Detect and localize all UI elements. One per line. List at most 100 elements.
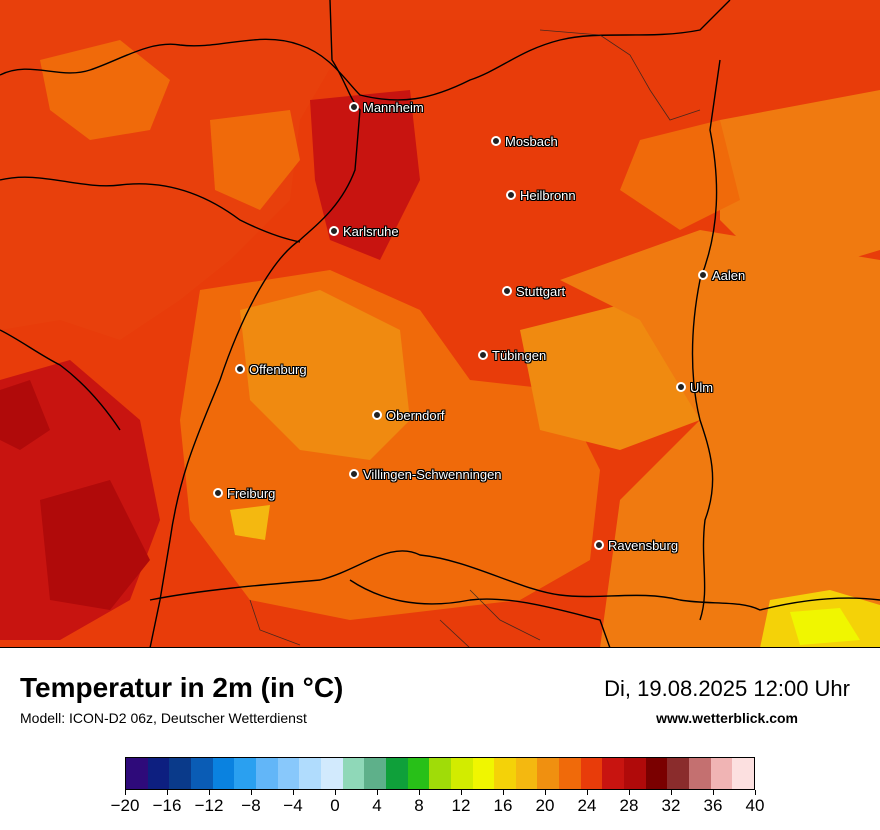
legend-tick-label: −8 xyxy=(241,796,261,815)
legend-color-7 xyxy=(277,758,300,789)
legend-tick-label: −4 xyxy=(283,796,303,815)
legend-tick-label: 4 xyxy=(372,796,382,815)
legend-tick xyxy=(418,790,420,795)
city-villingen-schwenningen: Villingen-Schwenningen xyxy=(349,465,502,483)
legend-tick-label: 36 xyxy=(703,796,723,815)
legend-tick-label: 24 xyxy=(577,796,597,815)
legend-tick-label: 8 xyxy=(414,796,424,815)
legend-color-27 xyxy=(710,758,733,789)
city-marker xyxy=(594,540,604,550)
legend-tick xyxy=(166,790,168,795)
legend-color-4 xyxy=(212,758,235,789)
legend-color-10 xyxy=(342,758,365,789)
legend-color-13 xyxy=(407,758,430,789)
legend-color-3 xyxy=(190,758,213,789)
legend-tick-label: −16 xyxy=(152,796,182,815)
city-tuebingen: Tübingen xyxy=(478,346,547,364)
legend-tick xyxy=(586,790,588,795)
legend-color-20 xyxy=(559,758,581,789)
city-label: Ulm xyxy=(690,379,714,395)
legend-color-1 xyxy=(147,758,170,789)
legend-color-25 xyxy=(667,758,690,789)
legend-tick xyxy=(250,790,252,795)
city-label: Oberndorf xyxy=(386,407,445,423)
legend-color-17 xyxy=(494,758,516,789)
legend-tick xyxy=(670,790,672,795)
city-label: Aalen xyxy=(712,267,746,283)
legend-color-6 xyxy=(255,758,278,789)
temperature-field xyxy=(0,0,880,647)
legend-tick xyxy=(712,790,714,795)
legend-tick-label: 12 xyxy=(451,796,471,815)
legend-color-22 xyxy=(602,758,625,789)
city-label: Tübingen xyxy=(492,347,547,363)
city-ravensburg: Ravensburg xyxy=(594,536,679,554)
forecast-datetime: Di, 19.08.2025 12:00 Uhr xyxy=(604,676,850,701)
city-marker xyxy=(349,469,359,479)
legend-color-11 xyxy=(364,758,386,789)
legend-color-19 xyxy=(537,758,560,789)
city-label: Mosbach xyxy=(505,133,558,149)
legend-tick-label: 0 xyxy=(330,796,340,815)
website-link[interactable]: www.wetterblick.com xyxy=(656,710,798,726)
legend-color-15 xyxy=(450,758,473,789)
city-offenburg: Offenburg xyxy=(235,360,307,378)
city-mosbach: Mosbach xyxy=(491,132,558,150)
legend-color-2 xyxy=(169,758,191,789)
city-freiburg: Freiburg xyxy=(213,484,276,502)
city-oberndorf: Oberndorf xyxy=(372,406,445,424)
legend-tick xyxy=(628,790,630,795)
city-marker xyxy=(502,286,512,296)
city-ulm: Ulm xyxy=(676,378,714,396)
legend-tick-label: 16 xyxy=(493,796,513,815)
legend-color-5 xyxy=(234,758,256,789)
city-label: Mannheim xyxy=(363,99,424,115)
city-aalen: Aalen xyxy=(698,266,746,284)
city-label: Heilbronn xyxy=(520,187,576,203)
city-label: Villingen-Schwenningen xyxy=(363,466,502,482)
city-heilbronn: Heilbronn xyxy=(506,186,576,204)
legend-tick xyxy=(292,790,294,795)
legend-tick-label: −12 xyxy=(194,796,224,815)
legend-color-18 xyxy=(515,758,538,789)
city-marker xyxy=(491,136,501,146)
legend-tick xyxy=(376,790,378,795)
legend-tick xyxy=(502,790,504,795)
city-marker xyxy=(676,382,686,392)
city-mannheim: Mannheim xyxy=(349,98,424,116)
legend-tick-label: 28 xyxy=(619,796,639,815)
legend-tick xyxy=(208,790,210,795)
city-label: Ravensburg xyxy=(608,537,679,553)
legend-color-16 xyxy=(472,758,495,789)
city-marker xyxy=(349,102,359,112)
legend-tick xyxy=(544,790,546,795)
model-source: Modell: ICON-D2 06z, Deutscher Wetterdie… xyxy=(20,710,307,726)
legend-color-12 xyxy=(385,758,408,789)
legend-tick xyxy=(460,790,462,795)
city-marker xyxy=(698,270,708,280)
legend-color-24 xyxy=(645,758,668,789)
legend-color-21 xyxy=(580,758,603,789)
legend-color-26 xyxy=(689,758,711,789)
city-marker xyxy=(213,488,223,498)
city-label: Stuttgart xyxy=(516,283,566,299)
legend-color-28 xyxy=(732,758,755,789)
temperature-map: Mannheim Mosbach Heilbronn Karlsruhe Aal… xyxy=(0,0,880,648)
legend-tick xyxy=(334,790,336,795)
map-title: Temperatur in 2m (in °C) xyxy=(20,672,344,703)
legend-color-8 xyxy=(299,758,321,789)
city-label: Freiburg xyxy=(227,485,276,501)
legend-color-23 xyxy=(624,758,646,789)
city-marker xyxy=(235,364,245,374)
legend-tick xyxy=(754,790,756,795)
legend-ticks: −20 −16 −12 −8 −4 0 4 8 12 16 20 24 28 32 36 40 xyxy=(111,790,764,826)
city-label: Karlsruhe xyxy=(343,223,399,239)
city-marker xyxy=(372,410,382,420)
legend-tick-label: 20 xyxy=(535,796,555,815)
city-marker xyxy=(478,350,488,360)
city-stuttgart: Stuttgart xyxy=(502,282,566,300)
city-label: Offenburg xyxy=(249,361,307,377)
city-marker xyxy=(506,190,516,200)
legend-tick-label: −20 xyxy=(110,796,140,815)
legend-color-14 xyxy=(429,758,451,789)
